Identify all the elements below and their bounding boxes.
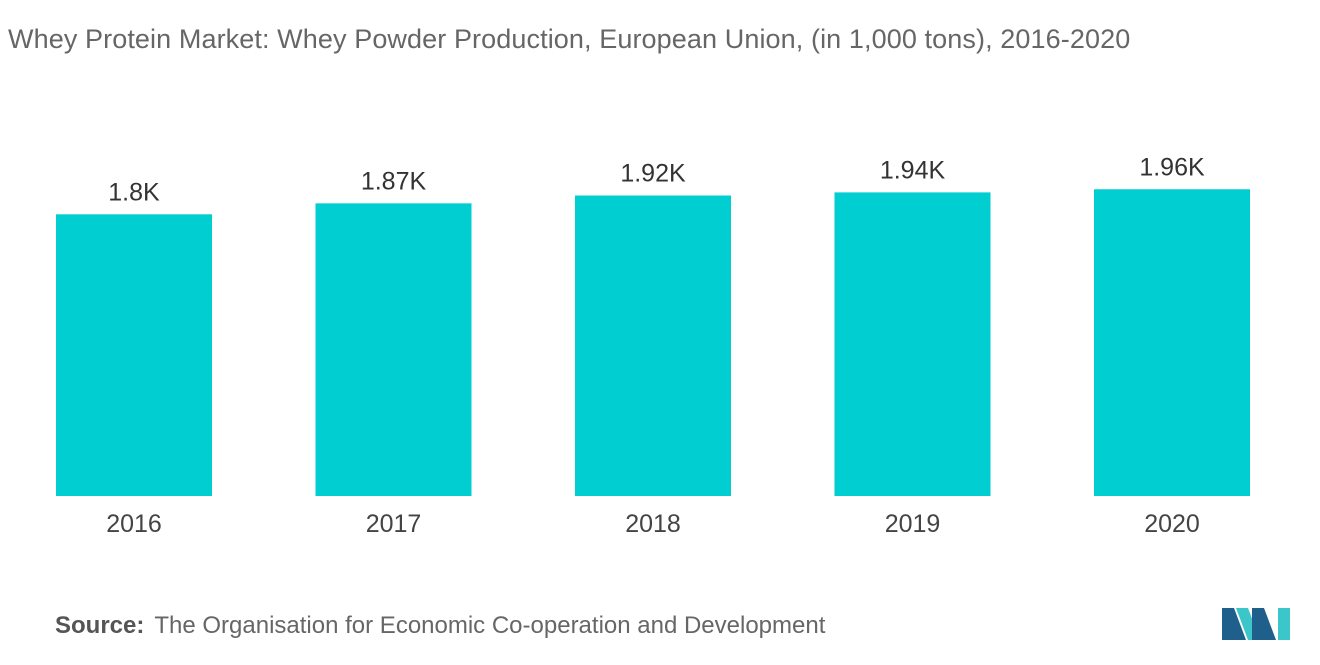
- bar-2020: [1094, 189, 1250, 496]
- source-text: The Organisation for Economic Co-operati…: [154, 612, 826, 639]
- chart-title: Whey Protein Market: Whey Powder Product…: [8, 24, 1131, 54]
- data-label-2017: 1.87K: [361, 167, 427, 195]
- data-label-2016: 1.8K: [108, 178, 160, 206]
- bar-2017: [315, 203, 472, 496]
- x-tick-label-2016: 2016: [106, 510, 162, 538]
- x-tick-label-2018: 2018: [625, 510, 681, 538]
- data-label-2018: 1.92K: [620, 160, 686, 188]
- x-tick-label-2020: 2020: [1144, 510, 1200, 538]
- bar-2018: [575, 195, 731, 496]
- bar-chart: 1.8K 2016 1.87K 2017 1.92K 2018 1.94K 2019 1.96K…: [56, 153, 1250, 538]
- data-label-2020: 1.96K: [1139, 153, 1205, 181]
- x-tick-label-2017: 2017: [366, 510, 422, 538]
- mordor-intelligence-logo-icon: [1222, 608, 1290, 640]
- bar-2019: [834, 192, 991, 496]
- data-label-2019: 1.94K: [880, 156, 946, 184]
- bar-2016: [56, 214, 212, 497]
- source-label: Source:: [55, 612, 145, 639]
- x-tick-label-2019: 2019: [885, 510, 941, 538]
- source-note: Source: The Organisation for Economic Co-…: [55, 612, 825, 640]
